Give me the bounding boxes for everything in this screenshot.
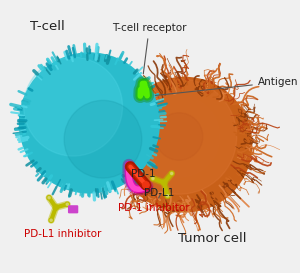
Text: PD-L1: PD-L1	[144, 188, 175, 198]
Circle shape	[64, 100, 142, 178]
Circle shape	[169, 171, 174, 176]
Circle shape	[170, 172, 173, 175]
Circle shape	[65, 202, 69, 206]
Circle shape	[166, 194, 170, 198]
Circle shape	[155, 113, 203, 160]
Circle shape	[54, 206, 58, 209]
Circle shape	[66, 203, 68, 205]
FancyBboxPatch shape	[68, 205, 78, 213]
Circle shape	[47, 195, 51, 200]
Text: T-cell receptor: T-cell receptor	[112, 23, 186, 74]
Circle shape	[48, 197, 50, 199]
Text: Tumor cell: Tumor cell	[178, 232, 247, 245]
Circle shape	[117, 77, 252, 213]
Circle shape	[50, 219, 52, 221]
Circle shape	[167, 195, 169, 197]
Text: Antigen: Antigen	[155, 77, 298, 96]
Circle shape	[162, 181, 166, 184]
Circle shape	[151, 176, 155, 180]
Circle shape	[138, 96, 220, 177]
Circle shape	[19, 52, 160, 194]
Circle shape	[121, 79, 237, 194]
Text: PD-1 inhibitor: PD-1 inhibitor	[118, 194, 189, 213]
Text: PD-1: PD-1	[131, 169, 155, 179]
Text: T-cell: T-cell	[30, 20, 64, 33]
Circle shape	[152, 177, 154, 180]
Circle shape	[49, 218, 53, 222]
Circle shape	[24, 57, 122, 156]
Circle shape	[142, 182, 149, 188]
Text: PD-L1 inhibitor: PD-L1 inhibitor	[24, 229, 101, 239]
